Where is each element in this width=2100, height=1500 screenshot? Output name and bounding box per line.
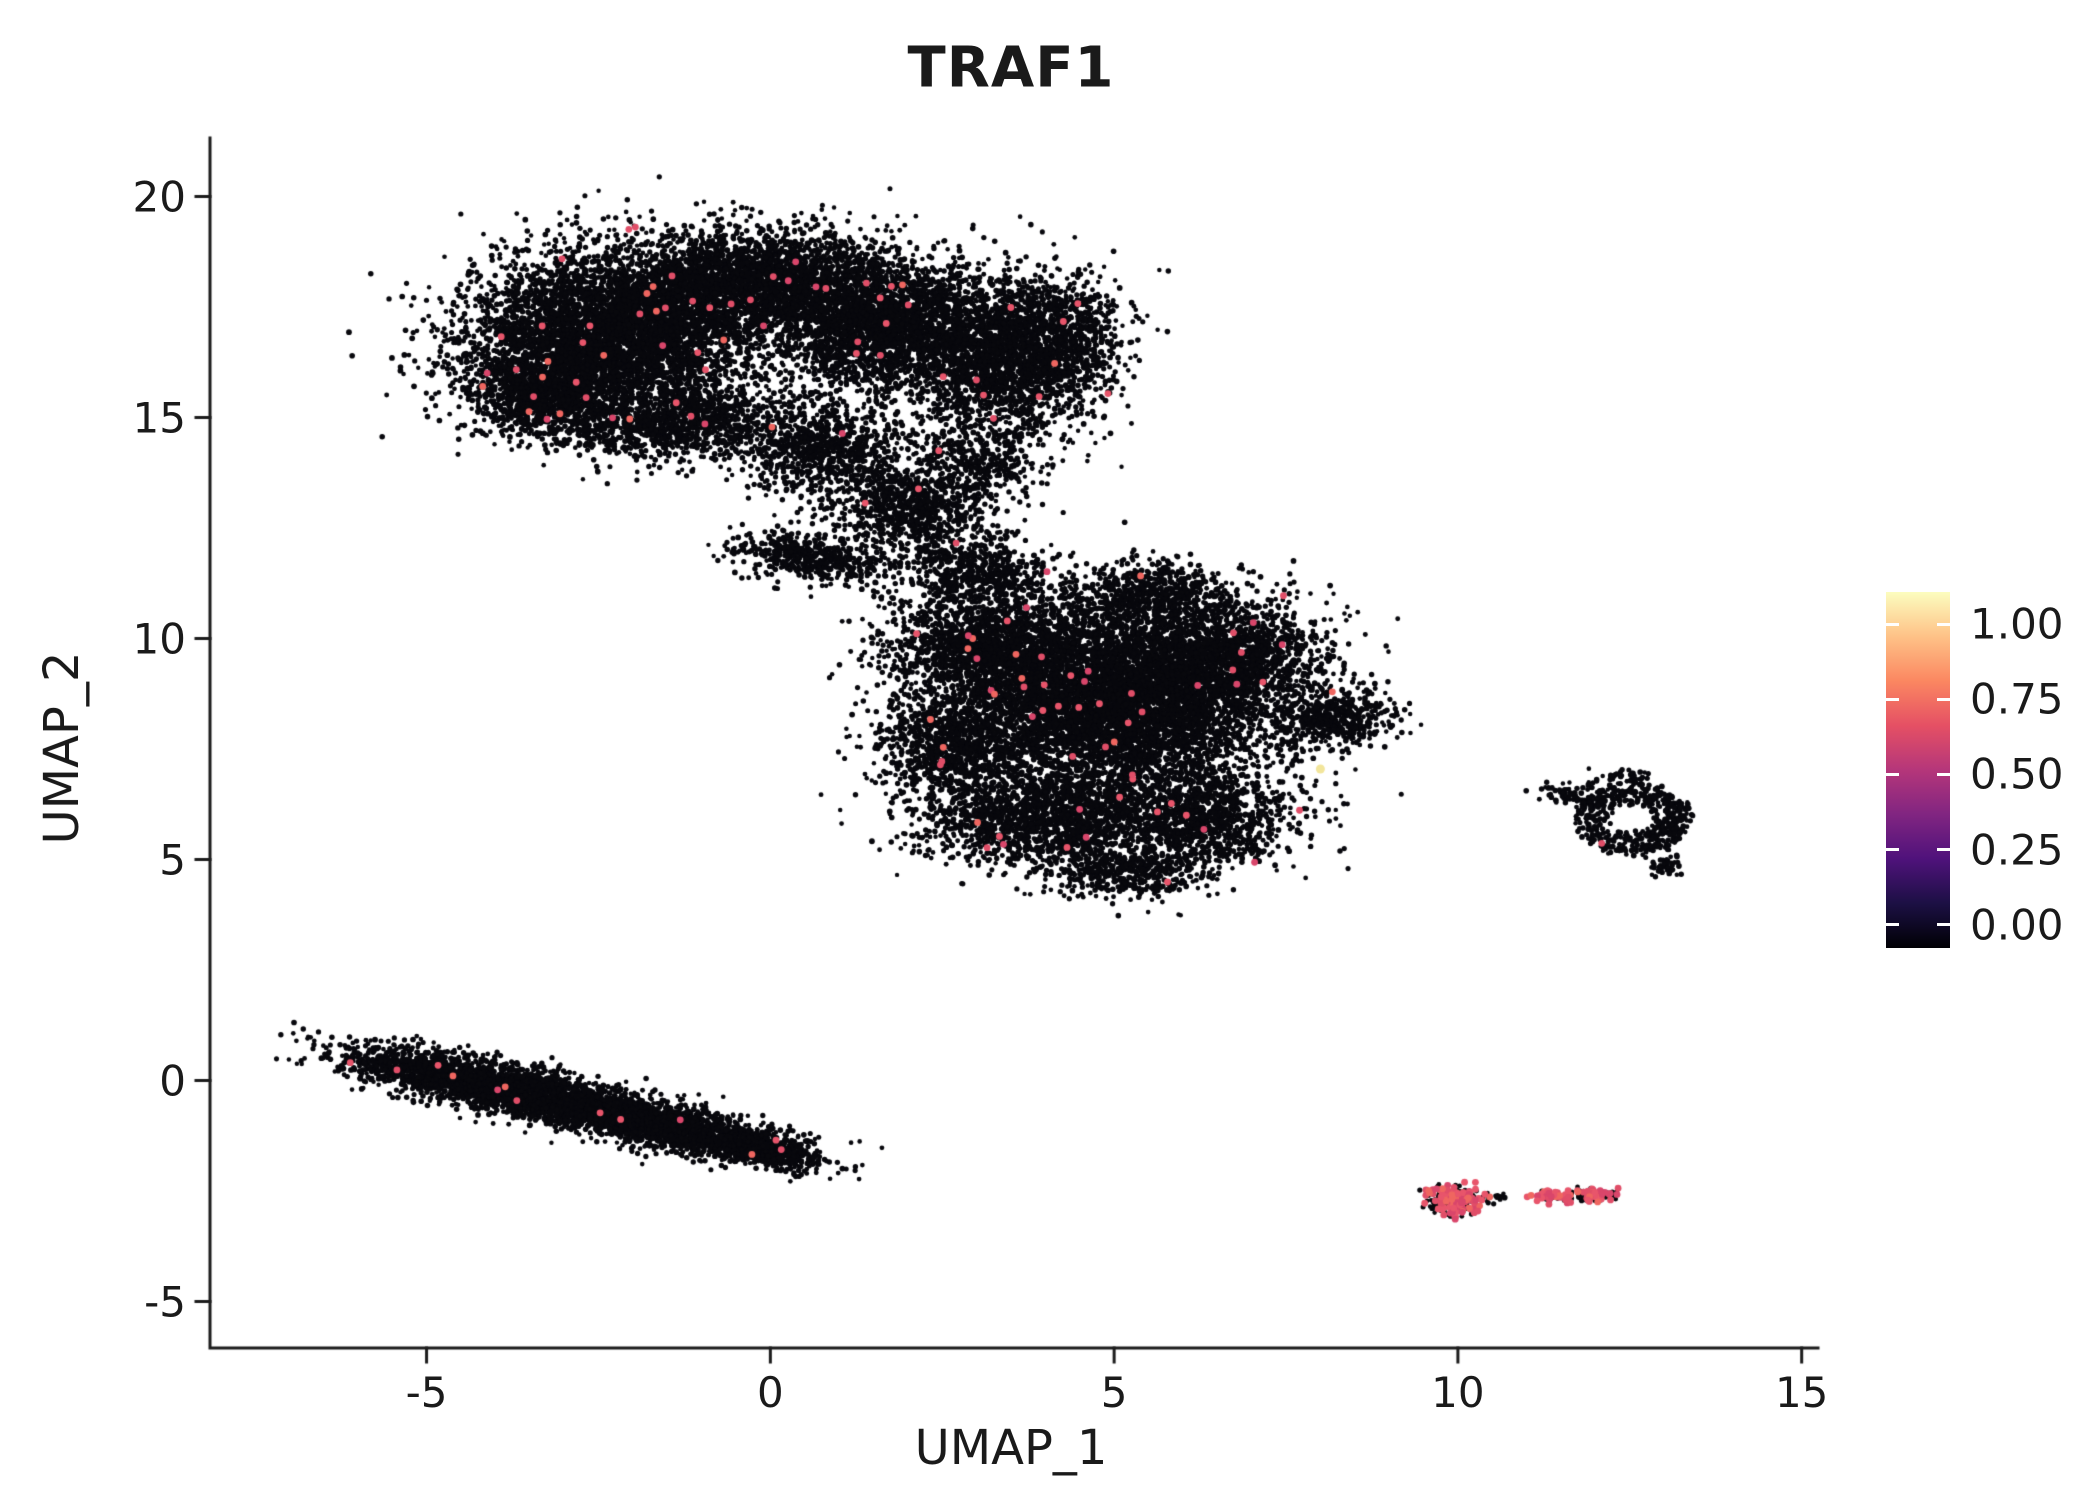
x-tick-label: -5: [405, 1368, 448, 1417]
colorbar-tick-label: 0.50: [1970, 749, 2064, 799]
plot-title: TRAF1: [907, 35, 1115, 101]
x-tick-label: 15: [1774, 1368, 1829, 1417]
colorbar-tick-dash: [1937, 772, 1950, 776]
colorbar-tick-label: 0.25: [1970, 825, 2064, 875]
y-tick-label: 20: [132, 172, 186, 222]
colorbar-tick-dash: [1937, 622, 1950, 626]
colorbar-tick-dash: [1886, 697, 1899, 701]
y-tick-label: 15: [132, 393, 186, 443]
colorbar-tick-dash: [1886, 848, 1899, 852]
colorbar-tick-dash: [1886, 772, 1899, 776]
colorbar-tick-dash: [1937, 697, 1950, 701]
colorbar-legend: 1.00 0.75 0.50 0.25 0.00: [1886, 592, 2064, 949]
colorbar-tick-label: 0.00: [1970, 900, 2064, 950]
y-tick-label: 10: [132, 614, 186, 664]
x-axis-title: UMAP_1: [914, 1420, 1108, 1476]
y-tick-label: -5: [144, 1277, 186, 1327]
y-tick-label: 5: [159, 835, 186, 885]
colorbar-tick-dash: [1886, 923, 1899, 927]
colorbar-tick-label: 1.00: [1970, 599, 2064, 649]
x-tick-label: 10: [1431, 1368, 1485, 1417]
colorbar-tick-label: 0.75: [1970, 674, 2064, 724]
x-tick-label: 0: [756, 1368, 784, 1417]
colorbar-tick-dash: [1937, 923, 1950, 927]
y-tick-label: 0: [159, 1056, 186, 1106]
x-tick-label: 5: [1100, 1368, 1128, 1417]
colorbar-tick-dash: [1937, 848, 1950, 852]
colorbar-tick-dash: [1886, 622, 1899, 626]
y-axis-title: UMAP_2: [34, 651, 90, 845]
colorbar-gradient: [1886, 592, 1950, 948]
